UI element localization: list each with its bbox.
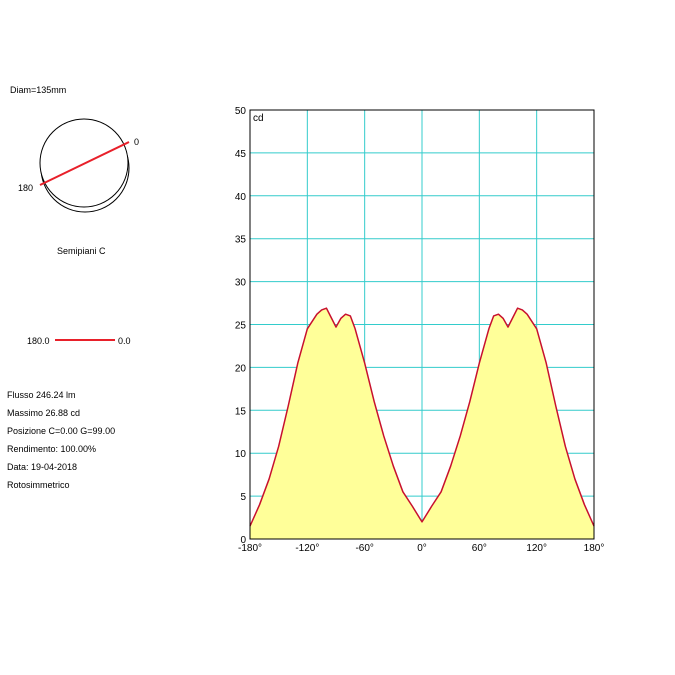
y-axis-unit: cd bbox=[253, 113, 264, 124]
info-posizione: Posizione C=0.00 G=99.00 bbox=[7, 426, 116, 436]
semipiani-label: Semipiani C bbox=[57, 246, 106, 256]
info-rendimento: Rendimento: 100.00% bbox=[7, 444, 97, 454]
intensity-area bbox=[250, 308, 594, 539]
y-tick-label: 5 bbox=[240, 492, 246, 503]
polar-red-line bbox=[39, 141, 130, 186]
x-axis-ticks: -180° -120° -60° 0° 60° 120° 180° bbox=[238, 543, 604, 554]
info-tipo: Rotosimmetrico bbox=[7, 480, 70, 490]
info-data: Data: 19-04-2018 bbox=[7, 462, 78, 472]
legend-to: 0.0 bbox=[118, 336, 131, 346]
x-tick-label: -60° bbox=[355, 543, 373, 554]
y-tick-label: 15 bbox=[235, 406, 247, 417]
x-tick-label: -180° bbox=[238, 543, 262, 554]
x-tick-label: 180° bbox=[584, 543, 605, 554]
y-tick-label: 50 bbox=[235, 106, 247, 117]
y-tick-label: 0 bbox=[240, 535, 246, 546]
x-tick-label: 60° bbox=[472, 543, 487, 554]
diameter-label: Diam=135mm bbox=[10, 85, 67, 95]
info-flusso: Flusso 246.24 lm bbox=[7, 390, 76, 400]
x-tick-label: 120° bbox=[526, 543, 547, 554]
polar-icon: 0 180 bbox=[18, 118, 139, 213]
y-tick-label: 45 bbox=[235, 149, 247, 160]
legend: 180.0 0.0 bbox=[27, 336, 131, 346]
chart-frame bbox=[249, 109, 595, 540]
x-tick-label: -120° bbox=[295, 543, 319, 554]
info-massimo: Massimo 26.88 cd bbox=[7, 408, 81, 418]
y-tick-label: 30 bbox=[235, 278, 247, 289]
y-tick-label: 35 bbox=[235, 235, 247, 246]
legend-from: 180.0 bbox=[27, 336, 50, 346]
polar-label-end: 180 bbox=[18, 183, 33, 193]
y-tick-label: 10 bbox=[235, 449, 247, 460]
y-tick-label: 20 bbox=[235, 363, 247, 374]
polar-label-start: 0 bbox=[134, 137, 139, 147]
y-tick-label: 25 bbox=[235, 321, 247, 332]
intensity-curve bbox=[249, 307, 595, 527]
y-axis-ticks: 0 5 10 15 20 25 30 35 40 45 50 bbox=[235, 106, 247, 546]
y-tick-label: 40 bbox=[235, 192, 247, 203]
x-tick-label: 0° bbox=[417, 543, 427, 554]
